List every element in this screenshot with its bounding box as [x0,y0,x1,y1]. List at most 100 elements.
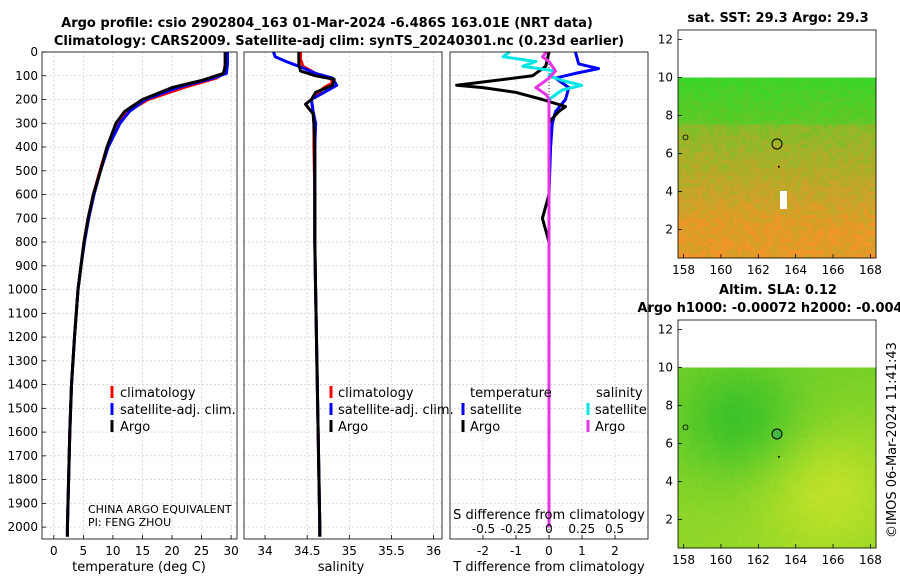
heatmap-cell [852,528,857,533]
heatmap-cell [745,163,750,169]
heatmap-cell [808,540,814,545]
heatmap-cell [717,508,722,514]
heatmap-cell [693,418,699,423]
heatmap-cell [872,528,877,533]
heatmap-cell [804,426,810,431]
series-line-1 [65,52,229,537]
heatmap-cell [737,124,742,129]
heatmap-cell [820,230,825,235]
heatmap-cell [725,148,730,153]
y-tick-label: 1400 [7,378,38,392]
heatmap-cell [713,159,718,165]
heatmap-cell [828,496,833,502]
heatmap-cell [820,250,825,255]
heatmap-cell [796,371,802,376]
heatmap-cell [693,159,699,165]
heatmap-cell [860,516,865,521]
heatmap-cell [860,434,865,439]
y-tick-label: 2000 [7,520,38,534]
heatmap-cell [717,442,722,447]
heatmap-cell [788,469,794,474]
heatmap-cell [725,242,730,247]
heatmap-cell [757,214,762,220]
heatmap-cell [749,394,754,400]
heatmap-cell [717,234,722,239]
heatmap-cell [800,496,806,502]
heatmap-cell [689,465,695,470]
heatmap-cell [812,520,817,525]
heatmap-cell [689,375,695,380]
heatmap-cell [689,457,695,463]
heatmap-cell [697,214,703,220]
heatmap-cell [800,418,806,423]
heatmap-cell [697,163,703,169]
heatmap-cell [864,77,869,82]
heatmap-cell [701,85,707,90]
heatmap-cell [808,528,814,533]
heatmap-cell [800,179,806,184]
heatmap-cell [725,461,730,466]
heatmap-cell [824,85,829,90]
heatmap-cell [860,398,865,404]
heatmap-cell [824,89,829,94]
heatmap-cell [753,230,758,235]
heatmap-cell [685,85,691,90]
heatmap-cell [713,104,718,110]
heatmap-cell [800,410,806,415]
heatmap-cell [840,85,845,90]
heatmap-cell [844,128,849,133]
heatmap-cell [820,101,825,106]
heatmap-cell [721,155,726,161]
heatmap-cell [681,414,687,419]
y-tick-label: 900 [15,259,38,273]
heatmap-cell [713,524,718,529]
heatmap-cell [757,116,762,122]
heatmap-cell [693,457,699,463]
heatmap-cell [717,187,722,192]
heatmap-cell [784,116,790,122]
heatmap-cell [765,163,770,169]
heatmap-cell [812,477,817,482]
heatmap-cell [872,81,877,86]
heatmap-cell [709,206,715,212]
heatmap-cell [872,536,877,541]
heatmap-cell [777,187,782,192]
heatmap-cell [784,524,790,529]
heatmap-cell [792,536,798,541]
heatmap-cell [757,516,762,521]
sla-longitude-ticks: 158 160 162 164 166 168 [672,544,882,567]
heatmap-cell [765,155,770,161]
heatmap-cell [757,163,762,169]
heatmap-cell [753,195,758,200]
heatmap-cell [864,254,869,259]
heatmap-cell [725,469,730,474]
heatmap-cell [697,108,703,114]
heatmap-cell [816,112,821,118]
heatmap-cell [820,544,825,549]
heatmap-cell [820,159,825,165]
heatmap-cell [717,465,722,470]
heatmap-cell [753,246,758,251]
heatmap-cell [792,524,798,529]
heatmap-cell [808,116,814,122]
heatmap-cell [761,191,766,196]
heatmap-cell [788,152,794,157]
heatmap-cell [824,387,829,392]
heatmap-cell [856,485,861,490]
heatmap-cell [800,540,806,545]
heatmap-cell [733,434,738,439]
heatmap-cell [721,214,726,220]
heatmap-cell [757,453,762,459]
heatmap-cell [816,532,821,537]
heatmap-cell [729,250,734,255]
heatmap-cell [733,481,738,486]
x-tick-label: 25 [194,544,209,558]
heatmap-cell [777,183,782,188]
heatmap-cell [816,520,821,525]
heatmap-cell [717,426,722,431]
heatmap-cell [737,195,742,200]
heatmap-cell [765,426,770,431]
heatmap-cell [804,124,810,129]
heatmap-cell [733,469,738,474]
heatmap-cell [757,246,762,251]
